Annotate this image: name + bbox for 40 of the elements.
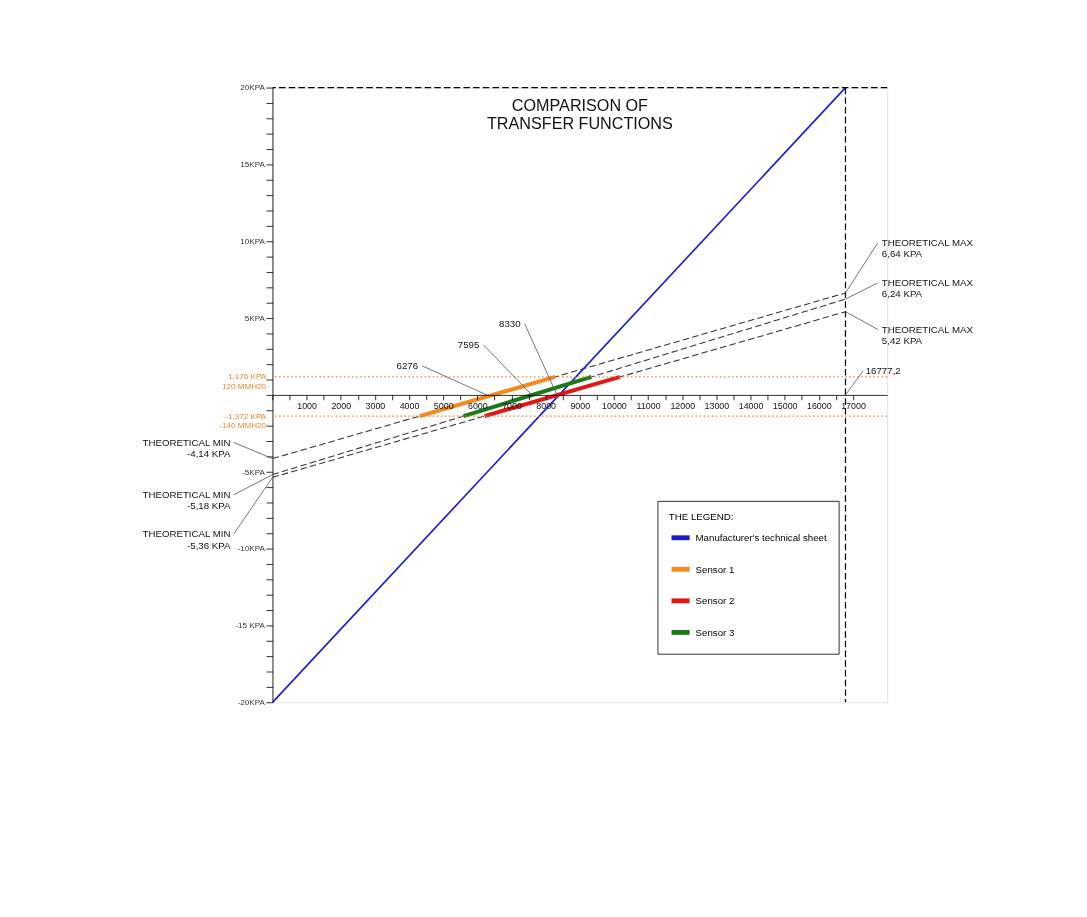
x-tick-label: 6000 xyxy=(467,401,488,412)
annotation: 7595 xyxy=(457,339,480,351)
x-tick-label: 17000 xyxy=(841,401,866,412)
x-tick-label: 2000 xyxy=(331,401,352,412)
ref-line-label: -1,372 KPA -140 MMH20 xyxy=(219,411,267,431)
annotation: THEORETICAL MAX 6,64 KPA xyxy=(881,237,974,260)
x-tick-label: 1000 xyxy=(297,401,318,412)
x-tick-label: 4000 xyxy=(399,401,420,412)
x-tick-label: 11000 xyxy=(636,401,661,412)
annotation: THEORETICAL MIN -4,14 KPA xyxy=(142,436,232,459)
legend-title: THE LEGEND: xyxy=(668,510,734,522)
y-tick-label: 5KPA xyxy=(244,314,266,323)
x-tick-label: 16000 xyxy=(807,401,832,412)
legend-label: Sensor 2 xyxy=(695,595,735,607)
annotation: 6276 xyxy=(396,360,419,372)
x-tick-label: 14000 xyxy=(738,401,764,412)
x-tick-label: 12000 xyxy=(670,401,696,412)
legend-label: Sensor 1 xyxy=(695,563,735,575)
legend-label: Manufacturer's technical sheet xyxy=(695,531,827,543)
y-tick-label: -10KPA xyxy=(237,544,266,554)
ref-line-label: 1,176 KPA 120 MMH20 xyxy=(222,372,267,392)
annotation: THEORETICAL MIN -5,18 KPA xyxy=(142,489,232,512)
legend-label: Sensor 3 xyxy=(695,626,735,638)
x-tick-label: 3000 xyxy=(365,401,386,412)
y-tick-label: 15KPA xyxy=(240,160,266,170)
y-tick-label: -20KPA xyxy=(237,698,266,708)
y-tick-label: 10KPA xyxy=(240,237,266,247)
annotation: 8330 xyxy=(499,318,522,330)
x-tick-label: 10000 xyxy=(602,401,627,412)
y-tick-label: 20KPA xyxy=(240,83,266,93)
x-tick-label: 13000 xyxy=(704,401,730,412)
annotation: THEORETICAL MAX 5,42 KPA xyxy=(881,323,974,347)
x-tick-label: 15000 xyxy=(772,401,798,412)
y-tick-label: -5KPA xyxy=(242,467,266,477)
y-tick-label: -15 KPA xyxy=(235,621,266,631)
annotation: 16777,2 xyxy=(865,364,901,376)
text: COMPARISON OF TRANSFER FUNCTIONS xyxy=(487,96,674,132)
x-tick-label: 9000 xyxy=(570,401,591,412)
annotation: THEORETICAL MIN -5,36 KPA xyxy=(142,528,232,551)
annotation: THEORETICAL MAX 6,24 KPA xyxy=(881,277,974,300)
